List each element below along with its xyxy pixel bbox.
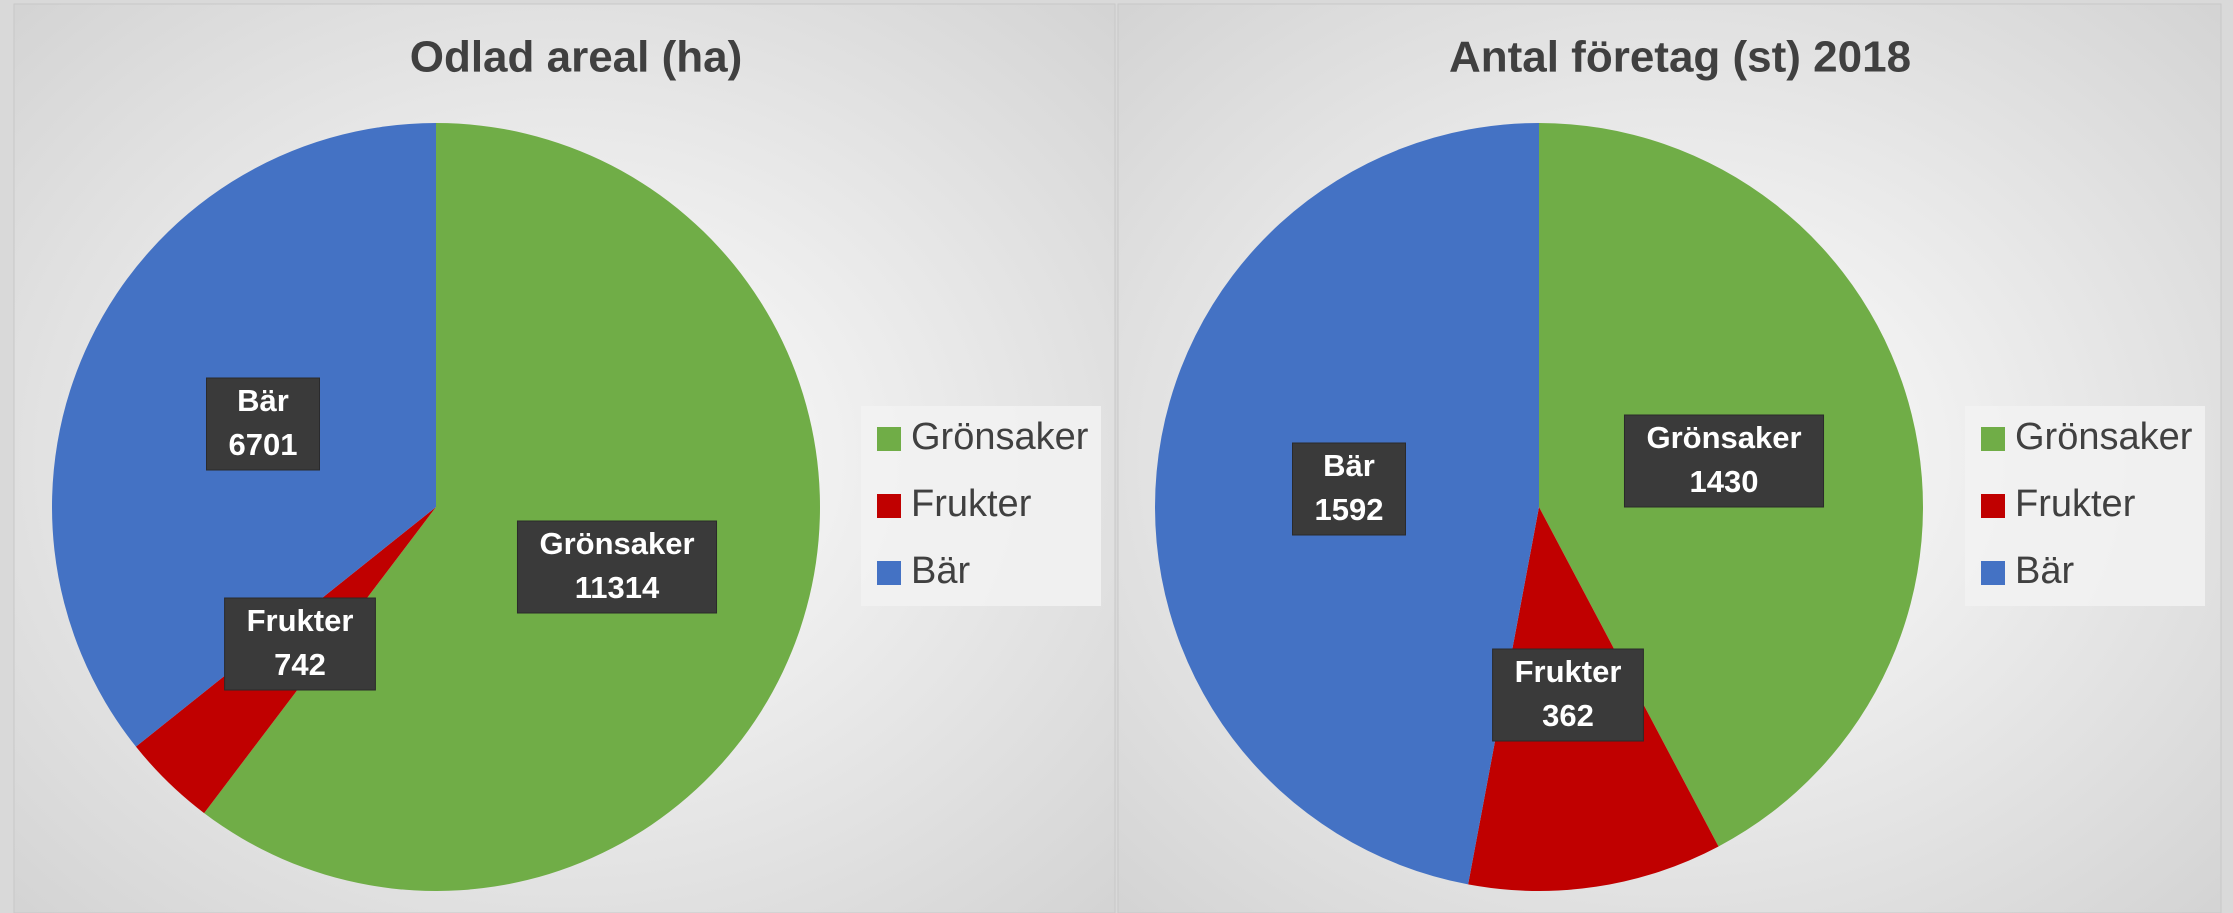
data-label-value: 11314 [575, 570, 660, 605]
data-label: Bär 6701 [206, 377, 320, 471]
legend-label: Frukter [911, 483, 1032, 525]
legend-swatch [877, 427, 901, 451]
data-label: Grönsaker 11314 [516, 520, 718, 614]
chart-title: Antal företag (st) 2018 [1449, 33, 1911, 82]
data-label-value: 742 [274, 647, 326, 682]
data-label: Frukter 742 [224, 597, 376, 691]
legend-swatch [877, 494, 901, 518]
data-label-name: Grönsaker [539, 526, 694, 561]
data-label: Frukter 362 [1492, 648, 1644, 742]
chart-title: Odlad areal (ha) [410, 33, 743, 82]
data-label: Grönsaker 1430 [1623, 414, 1825, 508]
data-label-box [1623, 414, 1825, 508]
data-label-value: 6701 [229, 427, 298, 462]
legend-label: Grönsaker [911, 416, 1089, 458]
data-label-name: Frukter [1515, 654, 1622, 689]
data-label-value: 1430 [1690, 464, 1759, 499]
legend-swatch [877, 561, 901, 585]
data-label: Bär 1592 [1292, 442, 1406, 536]
data-label-box [206, 377, 320, 471]
data-label-value: 1592 [1315, 492, 1384, 527]
data-label-name: Frukter [247, 603, 354, 638]
legend-label: Bär [911, 550, 970, 592]
legend-label: Grönsaker [2015, 416, 2193, 458]
data-label-name: Grönsaker [1646, 420, 1801, 455]
legend-swatch [1981, 427, 2005, 451]
legend-swatch [1981, 494, 2005, 518]
legend-label: Bär [2015, 550, 2074, 592]
data-label-name: Bär [237, 383, 289, 418]
data-label-value: 362 [1542, 698, 1594, 733]
legend-swatch [1981, 561, 2005, 585]
data-label-box [224, 597, 376, 691]
legend-label: Frukter [2015, 483, 2136, 525]
data-label-name: Bär [1323, 448, 1375, 483]
data-label-box [1292, 442, 1406, 536]
pie-slice [204, 123, 821, 891]
data-label-box [1492, 648, 1644, 742]
data-label-box [516, 520, 718, 614]
